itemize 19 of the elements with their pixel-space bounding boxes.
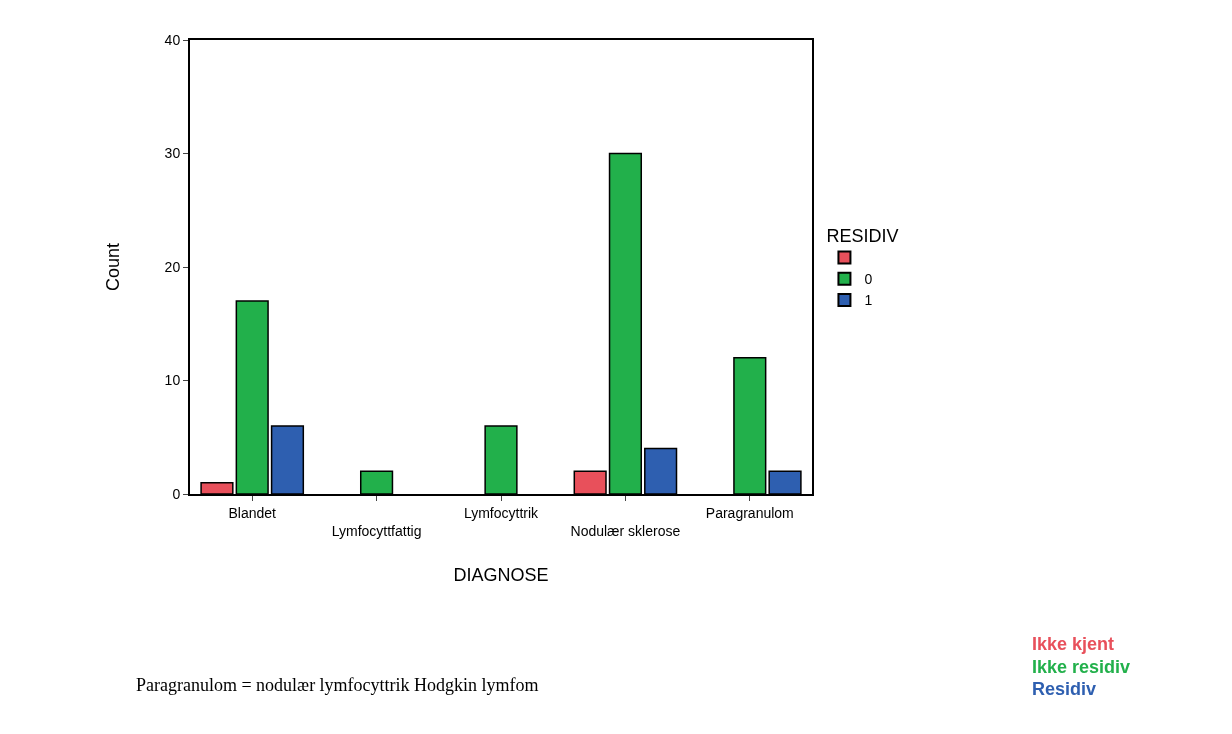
legend-title: RESIDIV — [826, 225, 899, 246]
x-tick-label: Nodulær sklerose — [570, 523, 681, 539]
text: Ikke residiv — [1032, 657, 1131, 677]
legend-label: 0 — [864, 271, 873, 288]
y-tick-label: 30 — [164, 145, 181, 162]
text: Residiv — [1032, 679, 1097, 699]
text: Paragranulom = nodulær lymfocyttrik Hodgkin lymfom — [136, 675, 539, 695]
y-tick-label: 40 — [164, 31, 181, 48]
x-tick-label: Paragranulom — [705, 504, 794, 521]
text: Ikke kjent — [1032, 634, 1115, 654]
legend-label: 1 — [864, 292, 873, 309]
x-tick-label: Blandet — [228, 504, 277, 521]
x-tick-label: Lymfocyttrik — [463, 504, 540, 521]
x-axis-title: DIAGNOSE — [453, 564, 549, 585]
y-tick-label: 20 — [164, 258, 181, 275]
y-tick-label: 0 — [172, 485, 181, 502]
y-axis-title: Count — [103, 242, 124, 292]
x-tick-label: Lymfocyttfattig — [331, 523, 422, 539]
y-tick-label: 10 — [164, 372, 181, 389]
